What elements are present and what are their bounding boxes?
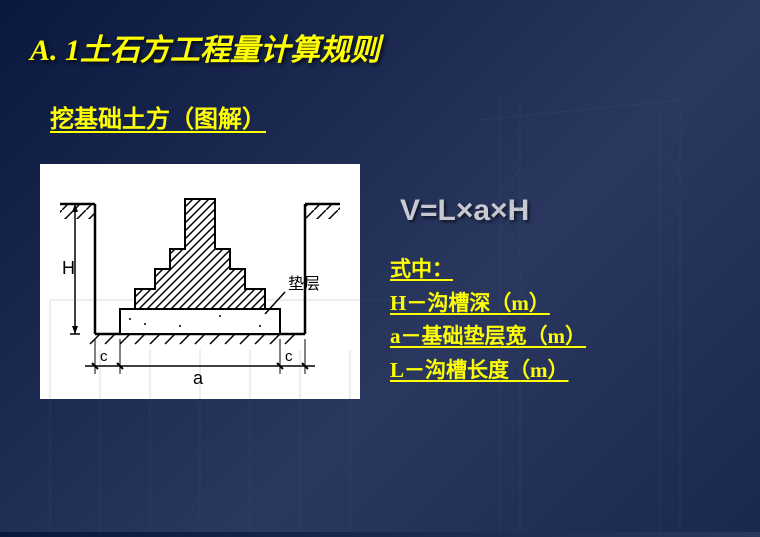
- dim-c-left: c: [100, 348, 108, 365]
- legend-intro: 式中：: [390, 253, 720, 287]
- slide-subtitle: 挖基础土方（图解）: [0, 69, 760, 134]
- volume-formula: V=L×a×H: [390, 194, 720, 228]
- cushion-label: 垫层: [288, 275, 320, 293]
- legend-item-H: H－沟槽深（m）: [390, 287, 720, 321]
- legend-item-a: a－基础垫层宽（m）: [390, 320, 720, 354]
- content-area: 垫层 H c a c V=: [0, 134, 760, 399]
- diagram-container: 垫层 H c a c: [40, 164, 360, 399]
- dim-c-right: c: [285, 348, 293, 365]
- dim-H: H: [62, 258, 75, 278]
- trench-diagram: 垫层 H c a c: [50, 174, 350, 389]
- dim-a: a: [193, 368, 204, 388]
- legend-item-L: L－沟槽长度（m）: [390, 354, 720, 388]
- formula-panel: V=L×a×H 式中： H－沟槽深（m） a－基础垫层宽（m） L－沟槽长度（m…: [390, 164, 720, 399]
- slide-title: A. 1土石方工程量计算规则: [0, 0, 760, 69]
